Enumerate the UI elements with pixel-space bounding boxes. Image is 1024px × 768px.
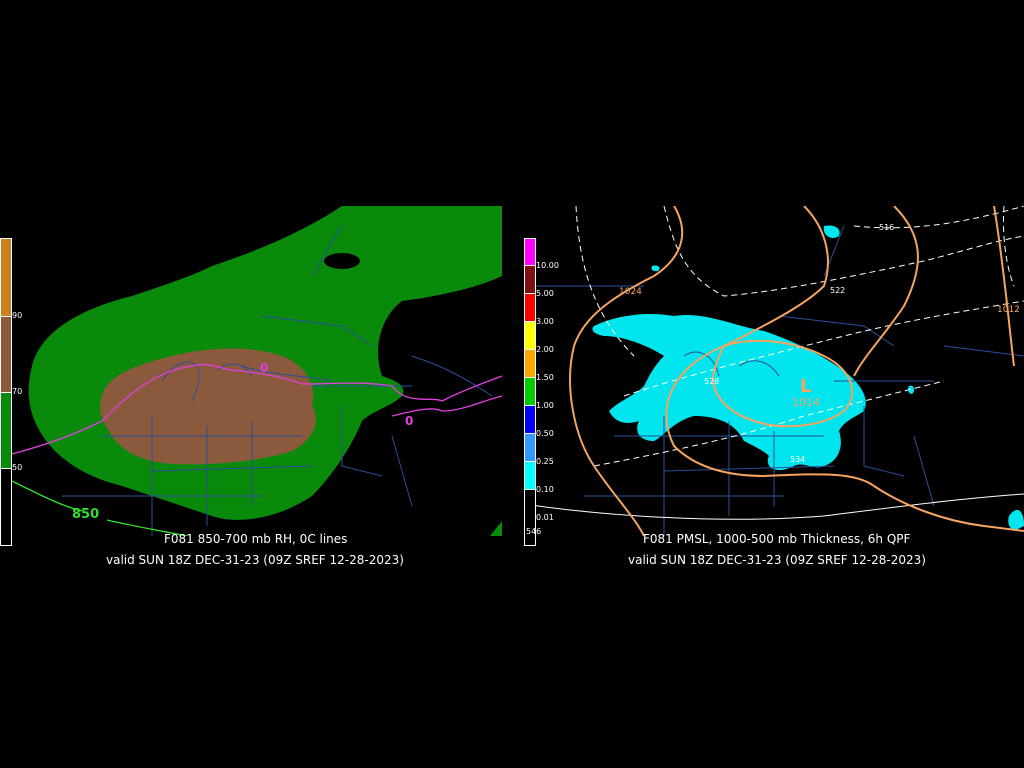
qpf-label-10: 10.00 [536,261,559,270]
pmsl-map: 1024 1012 1014 L 516 522 528 534 [524,206,1024,536]
rh-map-panel: 0 0 850 [12,206,512,536]
rh-colorbar-low [0,468,12,546]
thickness-528-label: 528 [704,377,719,386]
thickness-lines [575,206,1024,467]
rh-90-region [100,348,316,465]
isobar-lines [569,206,1024,536]
isobar-1012-label: 1012 [997,305,1020,315]
qpf-label-1-5: 1.50 [536,373,554,382]
qpf-small-patch [651,265,660,272]
thickness-522-label: 522 [830,286,845,295]
qpf-label-3: 3.00 [536,317,554,326]
qpf-colorbar-2 [524,321,536,351]
isobar-1014-label: 1014 [792,396,820,409]
qpf-label-1: 1.00 [536,401,554,410]
pmsl-map-panel: 1024 1012 1014 L 516 522 528 534 [524,206,1024,536]
height-850-line-2 [106,519,188,536]
right-caption-title: F081 PMSL, 1000-500 mb Thickness, 6h QPF [643,532,911,546]
state-borders-right [524,225,1024,536]
qpf-main-area [592,314,866,471]
qpf-label-0-5: 0.50 [536,429,554,438]
left-caption-title: F081 850-700 mb RH, 0C lines [164,532,348,546]
state-borders [62,225,493,536]
qpf-se-patch [1008,510,1024,531]
thickness-516-label: 516 [879,223,894,232]
qpf-label-2: 2.00 [536,345,554,354]
isobar-1024-label: 1024 [619,287,642,297]
qpf-colorbar-0-25 [524,433,536,463]
right-caption-valid: valid SUN 18Z DEC-31-23 (09Z SREF 12-28-… [628,553,926,567]
qpf-areas [592,225,1024,531]
qpf-colorbar-3 [524,293,536,323]
qpf-colorbar-10 [524,238,536,267]
rh-label-50: 50 [12,463,23,472]
zero-c-line-2 [391,395,503,417]
rh-colorbar-50 [0,392,12,470]
qpf-superior-patch [823,225,840,238]
height-850-label: 850 [72,507,99,522]
rh-colorbar-70 [0,316,12,394]
rh-70-patch [490,521,502,536]
qpf-label-0-1: 0.10 [536,485,554,494]
qpf-east-patch [908,385,915,394]
qpf-label-5: 5.00 [536,289,554,298]
left-caption-valid: valid SUN 18Z DEC-31-23 (09Z SREF 12-28-… [106,553,404,567]
qpf-colorbar-0-1 [524,461,536,491]
qpf-label-0-25: 0.25 [536,457,554,466]
height-850-line [12,480,83,512]
zero-c-label-a: 0 [260,361,268,375]
rh-label-90: 90 [12,311,23,320]
qpf-colorbar-0-5 [524,405,536,435]
rh-label-70: 70 [12,387,23,396]
qpf-label-0-01: 0.01 [536,513,554,522]
zero-c-label-b: 0 [405,414,413,428]
qpf-colorbar-1-5 [524,349,536,379]
thickness-534-label: 534 [790,455,805,464]
lake-area [324,253,360,269]
rh-map: 0 0 850 [12,206,503,536]
thickness-546-label: 546 [526,527,542,536]
thickness-546-line [524,493,1024,520]
qpf-colorbar-5 [524,265,536,295]
low-pressure-symbol: L [800,376,811,397]
qpf-colorbar-1 [524,377,536,407]
zero-c-line-1 [12,364,503,455]
rh-colorbar-90 [0,238,12,318]
qpf-colorbar-0-01 [524,489,536,546]
